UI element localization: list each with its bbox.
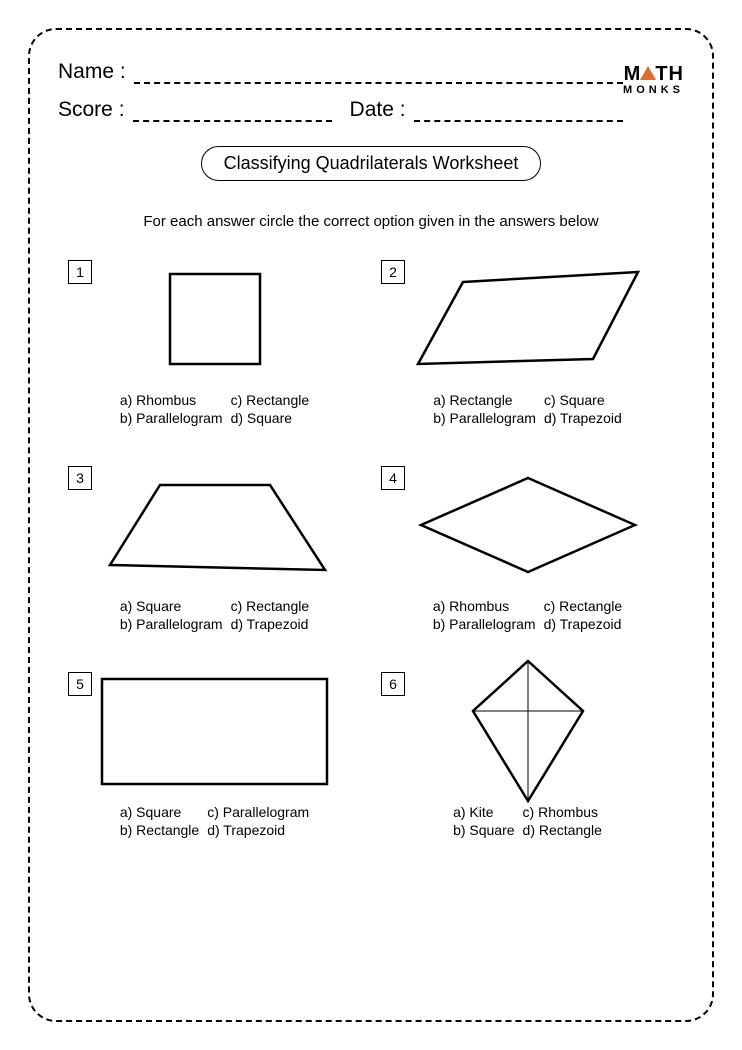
option-b[interactable]: b) Parallelogram: [433, 410, 536, 426]
worksheet-title: Classifying Quadrilaterals Worksheet: [201, 146, 542, 181]
answers: a) Square c) Parallelogram b) Rectangle …: [68, 804, 361, 838]
option-c[interactable]: c) Rectangle: [231, 598, 310, 614]
answers: a) Square c) Rectangle b) Parallelogram …: [68, 598, 361, 632]
math-monks-logo: M TH MONKS: [623, 64, 684, 96]
option-c[interactable]: c) Rectangle: [231, 392, 310, 408]
option-c[interactable]: c) Square: [544, 392, 622, 408]
option-c[interactable]: c) Rhombus: [523, 804, 602, 820]
option-a[interactable]: a) Square: [120, 598, 223, 614]
title-container: Classifying Quadrilaterals Worksheet: [58, 146, 684, 181]
problem-number: 6: [381, 672, 405, 696]
problem-number: 4: [381, 466, 405, 490]
option-a[interactable]: a) Kite: [453, 804, 514, 820]
logo-th: TH: [655, 63, 684, 85]
score-label: Score :: [58, 98, 125, 122]
shape-rhombus: [381, 460, 674, 590]
answers: a) Rhombus c) Rectangle b) Parallelogram…: [68, 392, 361, 426]
option-d[interactable]: d) Trapezoid: [544, 410, 622, 426]
problem-5: 5 a) Square c) Parallelogram b) Rectangl…: [68, 666, 361, 838]
option-b[interactable]: b) Square: [453, 822, 514, 838]
problem-3: 3 a) Square c) Rectangle b) Parallelogra…: [68, 460, 361, 632]
option-d[interactable]: d) Square: [231, 410, 310, 426]
shape-trapezoid: [68, 460, 361, 590]
problem-6: 6 a) Kite c) Rhombus b) Square d) Rectan…: [381, 666, 674, 838]
problem-number: 5: [68, 672, 92, 696]
problem-4: 4 a) Rhombus c) Rectangle b) Parallelogr…: [381, 460, 674, 632]
shape-parallelogram: [381, 254, 674, 384]
option-a[interactable]: a) Rhombus: [120, 392, 223, 408]
option-c[interactable]: c) Rectangle: [544, 598, 623, 614]
logo-m: M: [624, 63, 642, 85]
shape-rectangle: [68, 666, 361, 796]
name-field: Name :: [58, 60, 623, 84]
date-field: Date :: [350, 98, 624, 122]
score-blank[interactable]: [133, 106, 332, 122]
option-d[interactable]: d) Trapezoid: [207, 822, 309, 838]
instruction-text: For each answer circle the correct optio…: [58, 213, 684, 230]
problems-grid: 1 a) Rhombus c) Rectangle b) Parallelogr…: [58, 254, 684, 838]
score-field: Score :: [58, 98, 332, 122]
header: Name : Score : Date : M TH MONKS: [58, 60, 684, 122]
option-b[interactable]: b) Parallelogram: [120, 410, 223, 426]
answers: a) Rhombus c) Rectangle b) Parallelogram…: [381, 598, 674, 632]
name-label: Name :: [58, 60, 126, 84]
logo-triangle-icon: [640, 66, 656, 80]
logo-sub: MONKS: [623, 85, 684, 96]
problem-number: 3: [68, 466, 92, 490]
shape-kite: [381, 666, 674, 796]
date-label: Date :: [350, 98, 406, 122]
option-d[interactable]: d) Trapezoid: [231, 616, 310, 632]
problem-1: 1 a) Rhombus c) Rectangle b) Parallelogr…: [68, 254, 361, 426]
problem-2: 2 a) Rectangle c) Square b) Parallelogra…: [381, 254, 674, 426]
option-c[interactable]: c) Parallelogram: [207, 804, 309, 820]
option-b[interactable]: b) Parallelogram: [433, 616, 536, 632]
option-b[interactable]: b) Rectangle: [120, 822, 199, 838]
date-blank[interactable]: [414, 106, 624, 122]
option-b[interactable]: b) Parallelogram: [120, 616, 223, 632]
option-d[interactable]: d) Trapezoid: [544, 616, 623, 632]
shape-square: [68, 254, 361, 384]
problem-number: 1: [68, 260, 92, 284]
answers: a) Rectangle c) Square b) Parallelogram …: [381, 392, 674, 426]
header-fields: Name : Score : Date :: [58, 60, 623, 122]
worksheet-page: Name : Score : Date : MTH MONKS Classi: [28, 28, 714, 1022]
option-d[interactable]: d) Rectangle: [523, 822, 602, 838]
option-a[interactable]: a) Rectangle: [433, 392, 536, 408]
answers: a) Kite c) Rhombus b) Square d) Rectangl…: [381, 804, 674, 838]
name-blank[interactable]: [134, 68, 623, 84]
option-a[interactable]: a) Square: [120, 804, 199, 820]
option-a[interactable]: a) Rhombus: [433, 598, 536, 614]
problem-number: 2: [381, 260, 405, 284]
